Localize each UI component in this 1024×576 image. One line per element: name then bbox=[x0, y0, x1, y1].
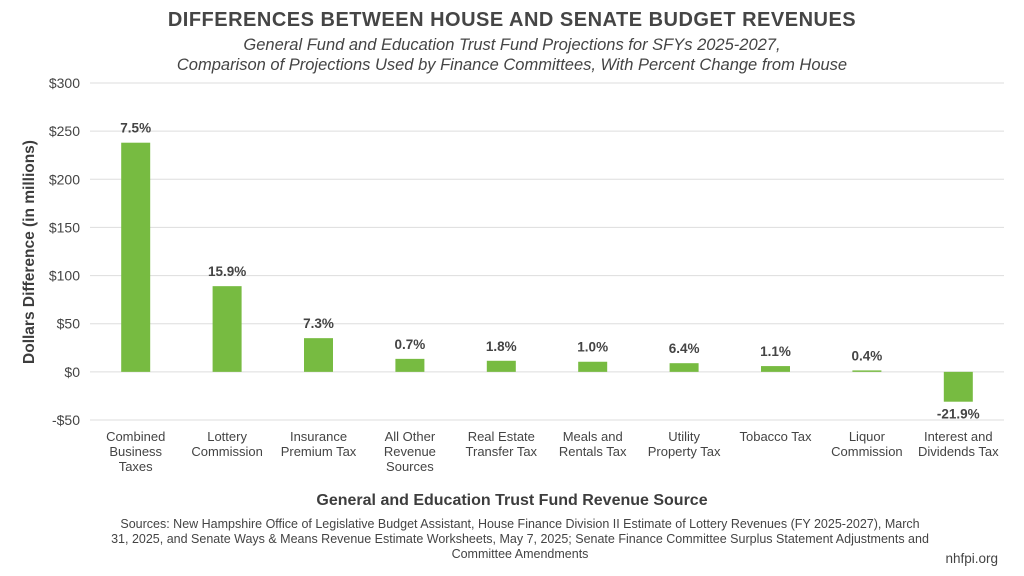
x-tick-label: Utility bbox=[668, 429, 700, 444]
data-label: 1.0% bbox=[577, 340, 608, 355]
bar bbox=[669, 363, 699, 372]
x-tick-label: Revenue bbox=[384, 444, 436, 459]
y-axis-title: Dollars Difference (in millions) bbox=[21, 140, 38, 364]
x-tick-label: Property Tax bbox=[648, 444, 721, 459]
data-label: 1.1% bbox=[760, 344, 791, 359]
x-tick-label: Real Estate bbox=[468, 429, 535, 444]
site-credit: nhfpi.org bbox=[945, 551, 998, 566]
y-tick-label: $100 bbox=[49, 268, 80, 284]
x-tick-label: Dividends Tax bbox=[918, 444, 999, 459]
chart-title: DIFFERENCES BETWEEN HOUSE AND SENATE BUD… bbox=[167, 9, 857, 31]
x-tick-label: Premium Tax bbox=[281, 444, 357, 459]
y-tick-label: $50 bbox=[57, 316, 81, 332]
y-tick-label: $250 bbox=[49, 123, 80, 139]
y-tick-label: -$50 bbox=[52, 412, 80, 428]
data-label: 0.7% bbox=[395, 337, 426, 352]
bar bbox=[852, 370, 882, 372]
data-label: 0.4% bbox=[852, 348, 883, 363]
x-tick-label: Transfer Tax bbox=[466, 444, 538, 459]
chart-subtitle-line1: General Fund and Education Trust Fund Pr… bbox=[243, 36, 781, 54]
bar bbox=[943, 371, 973, 402]
bar bbox=[578, 361, 608, 372]
data-label: 7.3% bbox=[303, 316, 334, 331]
y-tick-label: $200 bbox=[49, 171, 80, 187]
y-tick-label: $300 bbox=[49, 75, 80, 91]
data-label: 6.4% bbox=[669, 341, 700, 356]
x-axis-title: General and Education Trust Fund Revenue… bbox=[316, 492, 708, 509]
x-tick-label: Commission bbox=[831, 444, 903, 459]
data-label: 15.9% bbox=[208, 264, 246, 279]
x-tick-label: Insurance bbox=[290, 429, 347, 444]
bar bbox=[761, 366, 790, 372]
x-tick-label: Combined bbox=[106, 429, 165, 444]
bar bbox=[304, 338, 333, 372]
data-label: 1.8% bbox=[486, 339, 517, 354]
bar bbox=[212, 286, 242, 372]
data-label: -21.9% bbox=[937, 407, 980, 422]
bar bbox=[395, 358, 425, 372]
x-tick-label: Liquor bbox=[849, 429, 886, 444]
x-tick-label: Taxes bbox=[119, 459, 153, 474]
chart-subtitle-line2: Comparison of Projections Used by Financ… bbox=[176, 56, 848, 74]
x-tick-label: Commission bbox=[191, 444, 263, 459]
x-tick-label: Meals and bbox=[563, 429, 623, 444]
y-tick-label: $150 bbox=[49, 219, 80, 235]
x-tick-label: Business bbox=[109, 444, 162, 459]
bar bbox=[121, 142, 151, 372]
x-tick-label: Interest and bbox=[924, 429, 993, 444]
x-tick-label: All Other bbox=[385, 429, 436, 444]
x-tick-label: Lottery bbox=[207, 429, 247, 444]
x-tick-label: Sources bbox=[386, 459, 434, 474]
x-tick-label: Tobacco Tax bbox=[739, 429, 812, 444]
bar bbox=[486, 360, 516, 372]
data-label: 7.5% bbox=[120, 121, 151, 136]
y-tick-label: $0 bbox=[64, 364, 80, 380]
sources-note: Sources: New Hampshire Office of Legisla… bbox=[111, 517, 929, 561]
x-tick-label: Rentals Tax bbox=[559, 444, 627, 459]
